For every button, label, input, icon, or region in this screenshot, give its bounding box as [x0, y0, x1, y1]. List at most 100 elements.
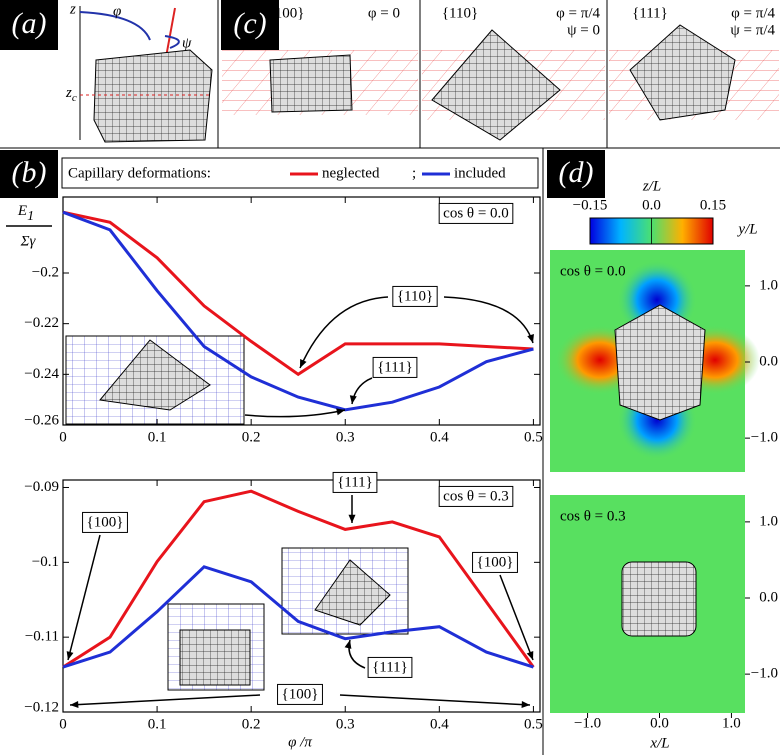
x-tick-label: −1.0	[574, 715, 601, 731]
y-tick-label: 1.0	[759, 513, 778, 529]
y-tick-label: 0.0	[759, 353, 778, 369]
panel-label-bg	[547, 150, 605, 198]
arrowhead	[527, 334, 534, 343]
x-tick-label: 0.4	[430, 429, 449, 445]
annotation: {111}	[377, 359, 413, 375]
x-tick-label: 0.5	[524, 716, 543, 732]
y-tick-label: −0.12	[24, 699, 59, 715]
annotation-box	[438, 485, 514, 507]
panel-label: (c)	[233, 7, 266, 40]
arrowhead	[336, 408, 345, 416]
zc: z	[65, 85, 72, 101]
legend-label: included	[454, 165, 506, 181]
map-label: cos θ = 0.0	[560, 263, 626, 279]
x-tick-label: 0	[59, 716, 67, 732]
y-tick-label: −0.1	[32, 554, 59, 570]
annotation-box	[472, 551, 518, 573]
y-tick-label: 0.0	[759, 589, 778, 605]
series-line	[62, 210, 534, 412]
y-label-num: E	[17, 203, 27, 219]
y-label: E1	[17, 203, 34, 224]
panel-label-bg	[0, 0, 58, 50]
angle-label: φ = π/4	[731, 5, 775, 21]
y-tick-label: −1.0	[751, 666, 778, 682]
x-label: φ /π	[288, 734, 312, 750]
annotation-arrow	[443, 296, 534, 344]
annotation-arrow	[348, 639, 366, 669]
annotation-box	[438, 202, 514, 224]
annotation-arrow	[351, 377, 373, 405]
y-tick-label: −0.26	[24, 412, 59, 428]
y-label: Σγ	[20, 233, 37, 249]
angle-label: φ = 0	[368, 5, 400, 21]
series-line	[62, 489, 535, 669]
crystal-mesh	[621, 561, 697, 637]
annotation-arrow	[299, 296, 389, 369]
colorbar-tick-label: 0.0	[642, 197, 661, 213]
annotation-box	[277, 683, 323, 705]
y-tick-label: −0.2	[32, 264, 59, 280]
x-tick-label: 0.1	[148, 429, 167, 445]
angle-label: φ = π/4	[556, 5, 600, 21]
axis-label: z	[69, 1, 76, 17]
arrowhead	[344, 640, 352, 649]
panel-label: (d)	[559, 156, 594, 189]
arrowhead	[70, 701, 79, 709]
colorbar-tick-label: −0.15	[573, 197, 608, 213]
x-tick-label: 0.0	[650, 715, 669, 731]
inset-mesh	[99, 339, 211, 411]
map-label: cos θ = 0.3	[560, 508, 626, 524]
angle-label: ψ	[182, 35, 192, 51]
crystal-mesh	[269, 54, 353, 113]
plot-frame	[62, 196, 541, 426]
y-tick-label: 1.0	[759, 277, 778, 293]
annotation-arrow	[244, 409, 346, 418]
colorbar-title: z/L	[642, 178, 661, 194]
annotation: {110}	[397, 288, 433, 304]
x-tick-label: 0.4	[430, 716, 449, 732]
angle-label: ψ = 0	[567, 22, 600, 38]
annotation-box	[392, 285, 438, 307]
x-tick-label: 0.3	[336, 429, 355, 445]
annotation-box	[367, 656, 413, 678]
x-tick-label: 0.5	[524, 429, 543, 445]
panel-label: (a)	[12, 7, 47, 40]
rotation-arrow	[164, 35, 180, 49]
series-line	[62, 565, 534, 669]
rotation-arrow	[79, 11, 151, 41]
arrowhead	[521, 701, 530, 709]
panel-label-bg	[0, 150, 58, 198]
plot-frame	[62, 479, 541, 713]
y-label: y/L	[736, 221, 757, 237]
x-tick-label: 0.3	[336, 716, 355, 732]
x-tick-label: 0	[59, 429, 67, 445]
crystal-mesh	[431, 29, 561, 141]
crystal-mesh	[614, 304, 706, 421]
facet-label: {100}	[268, 5, 305, 21]
y-tick-label: −0.24	[24, 366, 59, 382]
annotation-box	[332, 471, 378, 493]
annotation: {111}	[372, 659, 408, 675]
legend-label: neglected	[322, 165, 380, 181]
cube-mesh	[93, 49, 213, 143]
annotation-arrow	[339, 694, 531, 706]
annotation: {100}	[282, 686, 319, 702]
y-label-sub: 1	[27, 209, 34, 224]
y-tick-label: −1.0	[751, 430, 778, 446]
y-tick-label: −0.11	[25, 629, 59, 645]
annotation: {100}	[87, 514, 124, 530]
x-tick-label: 0.1	[148, 716, 167, 732]
angle-label: φ	[113, 3, 121, 19]
arrowhead	[349, 395, 357, 404]
inset-mesh	[179, 629, 251, 686]
arrowhead	[300, 359, 307, 368]
x-tick-label: 0.2	[242, 429, 261, 445]
colorbar-tick-label: 0.15	[700, 197, 726, 213]
annotation-box	[82, 511, 128, 533]
annotation: {100}	[477, 554, 514, 570]
panel-label: (b)	[12, 156, 47, 189]
facet-label: {110}	[442, 5, 478, 21]
legend-separator: ;	[412, 165, 416, 181]
arrowhead	[66, 651, 74, 660]
